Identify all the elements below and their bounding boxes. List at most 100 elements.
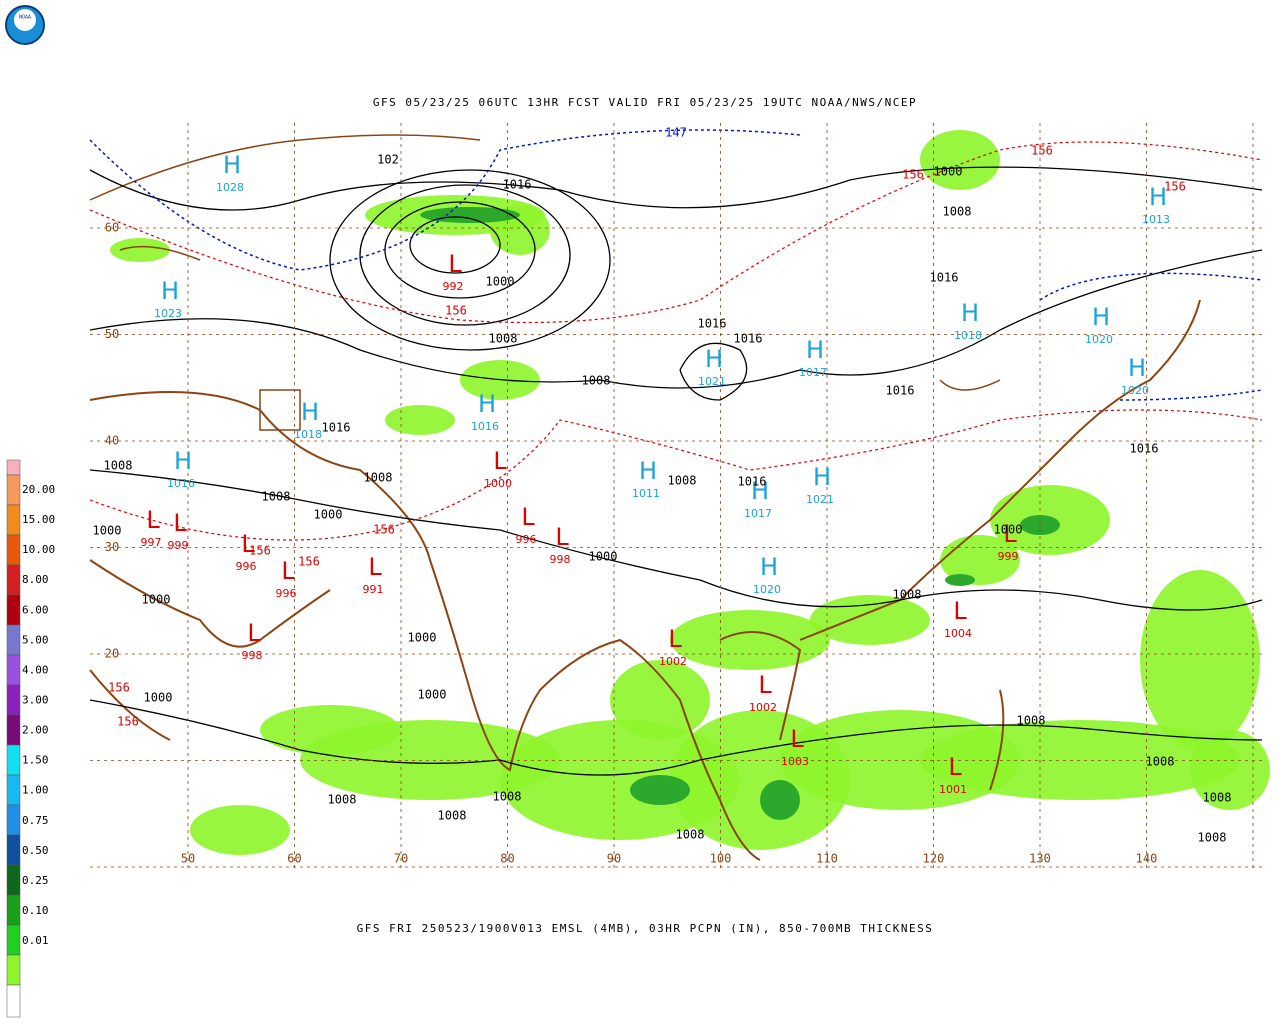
center-symbol: H <box>1149 183 1167 211</box>
lon-label: 90 <box>607 852 621 866</box>
precip-heavy <box>420 207 520 223</box>
isobar-label: 1008 <box>893 588 922 602</box>
isobar-label: 1016 <box>930 271 959 285</box>
isobar-label: 1008 <box>1203 791 1232 805</box>
isobar-label: 1008 <box>668 474 697 488</box>
center-symbol: H <box>751 477 769 505</box>
center-symbol: H <box>223 151 241 179</box>
center-value: 1013 <box>1142 213 1170 226</box>
lat-label: 50 <box>105 327 119 341</box>
legend-label: 0.25 <box>22 874 49 887</box>
lon-label: 130 <box>1029 852 1051 866</box>
legend-swatch <box>6 804 21 836</box>
isobar-label: 1008 <box>104 459 133 473</box>
legend-swatch <box>6 744 21 776</box>
isobars <box>89 166 1263 776</box>
center-symbol: L <box>241 530 255 558</box>
isobar-label: 1016 <box>1130 442 1159 456</box>
center-value: 996 <box>516 533 537 546</box>
isobar-label: 1016 <box>322 421 351 435</box>
precip-heavy <box>630 775 690 805</box>
upper-lines <box>89 129 1263 401</box>
precip-legend: 20.00 15.00 10.00 8.00 6.00 5.00 4.00 3.00 2.00 1… <box>6 459 55 1018</box>
isobar-label: 1016 <box>698 317 727 331</box>
center-value: 1002 <box>659 655 687 668</box>
center-value: 1016 <box>167 477 195 490</box>
precip-area <box>920 130 1000 190</box>
center-value: 1021 <box>698 375 726 388</box>
precip-area <box>110 238 170 262</box>
center-value: 1020 <box>753 583 781 596</box>
center-symbol: H <box>478 390 496 418</box>
isobar-label: 1016 <box>738 475 767 489</box>
isobar-label: 1000 <box>486 275 515 289</box>
center-value: 991 <box>363 583 384 596</box>
center-symbol: L <box>493 447 507 475</box>
legend-swatch <box>6 924 21 956</box>
precip-area <box>300 720 560 800</box>
lat-label: 20 <box>105 647 119 661</box>
legend-swatch <box>6 834 21 866</box>
center-symbol: L <box>953 597 967 625</box>
center-symbol: L <box>555 523 569 551</box>
center-symbol: H <box>705 345 723 373</box>
center-symbol: L <box>368 553 382 581</box>
center-value: 1020 <box>1121 384 1149 397</box>
center-symbol: H <box>301 398 319 426</box>
lon-label: 70 <box>394 852 408 866</box>
lon-label: 100 <box>710 852 732 866</box>
legend-swatch <box>6 954 21 986</box>
legend-swatch <box>6 684 21 716</box>
center-value: 998 <box>242 649 263 662</box>
isobar-label: 1008 <box>438 809 467 823</box>
center-value: 1020 <box>1085 333 1113 346</box>
isobar-label: 1000 <box>142 593 171 607</box>
coastlines <box>89 134 1201 861</box>
thickness-label: 156 <box>117 715 139 729</box>
center-symbol: H <box>161 277 179 305</box>
thickness-label: 156 <box>1164 180 1186 194</box>
legend-label: 0.01 <box>22 934 49 947</box>
upper-label: 147 <box>665 126 687 140</box>
center-value: 1018 <box>954 329 982 342</box>
legend-swatch <box>6 534 21 566</box>
lon-label: 50 <box>181 852 195 866</box>
center-symbol: L <box>521 503 535 531</box>
center-value: 1001 <box>939 783 967 796</box>
legend-label: 1.00 <box>22 784 49 797</box>
isobar-label: 1008 <box>262 490 291 504</box>
center-symbol: H <box>639 457 657 485</box>
legend-swatch <box>6 864 21 896</box>
legend-label: 10.00 <box>22 543 55 556</box>
center-symbol: H <box>174 447 192 475</box>
lat-label: 40 <box>105 434 119 448</box>
thickness-label: 156 <box>108 681 130 695</box>
center-symbol: L <box>790 725 804 753</box>
center-value: 1002 <box>749 701 777 714</box>
precip-area <box>385 405 455 435</box>
center-value: 999 <box>998 550 1019 563</box>
center-symbol: L <box>668 625 682 653</box>
legend-label: 6.00 <box>22 603 49 616</box>
thickness-label: 156 <box>445 304 467 318</box>
isobar-label: 1008 <box>1146 755 1175 769</box>
noaa-logo: NOAA <box>5 5 45 45</box>
isobar-label: 1008 <box>1017 714 1046 728</box>
center-symbol: L <box>146 506 160 534</box>
center-value: 998 <box>550 553 571 566</box>
isobar-label: 1000 <box>934 165 963 179</box>
legend-label: 8.00 <box>22 573 49 586</box>
precip-heavy <box>760 780 800 820</box>
precip-area <box>1190 730 1270 810</box>
thickness-label: 156 <box>249 544 271 558</box>
center-symbol: L <box>247 619 261 647</box>
isobar-label: 1008 <box>493 790 522 804</box>
isobar-label: 1008 <box>676 828 705 842</box>
isobar-label: 1000 <box>589 550 618 564</box>
center-symbol: L <box>448 250 462 278</box>
precip-area <box>1140 570 1260 750</box>
legend-label: 0.10 <box>22 904 49 917</box>
lat-label: 30 <box>105 540 119 554</box>
thickness-label: 156 <box>373 523 395 537</box>
